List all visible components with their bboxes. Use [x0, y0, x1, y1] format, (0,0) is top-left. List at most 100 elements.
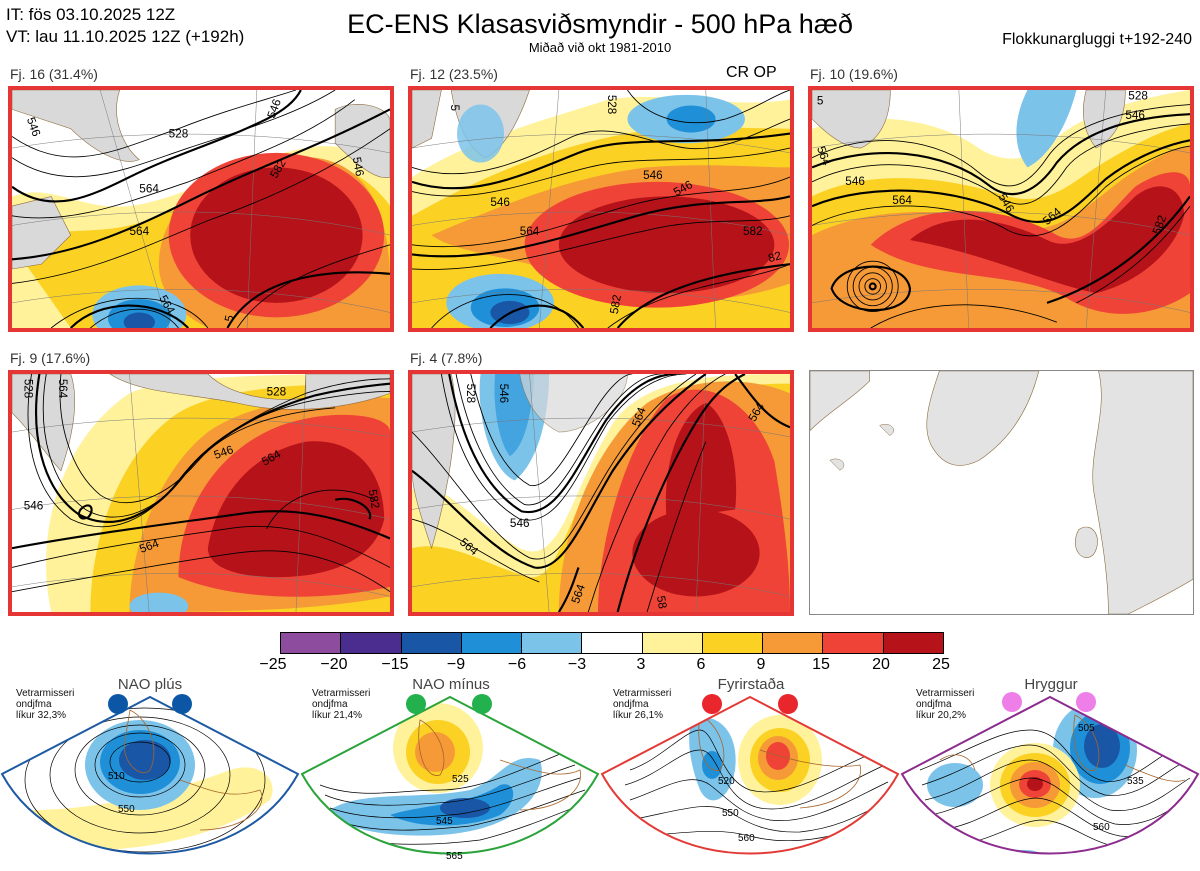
colorbar-tick: 9 [756, 656, 766, 673]
regime-4-meta-line: líkur 20,2% [916, 710, 967, 721]
colorbar-segment [581, 633, 642, 653]
panel3-contour-label: 582 [1150, 214, 1169, 237]
regime-3-meta-line: Vetrarmisseri [613, 688, 672, 699]
cluster-map-3[interactable]: 546 546 564 546 564 582 528 5 564 [808, 86, 1194, 332]
colorbar-tick: 6 [696, 656, 706, 673]
panel4-contour-label: 546 [212, 443, 235, 462]
valid-time: VT: lau 11.10.2025 12Z (+192h) [6, 27, 245, 46]
regime-2-meta-line: ondjfma [312, 699, 348, 710]
panel1-contour-label: 546 [265, 97, 284, 120]
regime-1-meta: Vetrarmisseri ondjfma líkur 32,3% [16, 688, 74, 721]
panel3-contour-label: 528 [1128, 90, 1148, 103]
cluster-map-2[interactable]: 546 546 546 564 582 582 528 5 82 [408, 86, 794, 332]
header-times: IT: fös 03.10.2025 12Z VT: lau 11.10.202… [6, 4, 244, 48]
regime-2-meta-line: líkur 21,4% [312, 710, 363, 721]
panel5-contour-label: 564 [630, 405, 649, 428]
colorbar-tick: −20 [320, 656, 348, 673]
colorbar-segment [281, 633, 341, 653]
regime-2-title: NAO mínus [412, 676, 490, 693]
panel1-contour-label: 5 [222, 314, 236, 323]
base-map-empty[interactable] [809, 370, 1194, 615]
regime-1-meta-line: ondjfma [16, 699, 52, 710]
panel2-contour-label: 528 [605, 95, 618, 114]
cluster-window: Flokkunargluggi t+192-240 [1002, 31, 1192, 48]
regime-4-map[interactable]: 505 535 560 [900, 690, 1200, 871]
colorbar-tick: 25 [932, 656, 950, 673]
panel3-contour-label: 564 [892, 194, 912, 207]
regime-4-contour-label: 505 [1078, 723, 1095, 734]
regime-1-title: NAO plús [117, 676, 183, 693]
panel4-contour-label: 528 [22, 379, 35, 398]
panel5-contour-label: 546 [497, 384, 510, 403]
cluster-2-label: Fj. 12 (23.5%) [410, 66, 498, 82]
panel2-contour-label: 546 [643, 169, 663, 182]
panel3-contour-label: 546 [1125, 109, 1145, 122]
regime-3-contour-label: 560 [738, 833, 755, 844]
panel2-contour-label: 5 [448, 105, 461, 111]
regime-3-meta-line: ondjfma [613, 699, 649, 710]
regime-2-contour-label: 525 [452, 774, 469, 785]
colorbar-segment [460, 633, 522, 653]
panel2-contour-label: 82 [767, 249, 783, 265]
panel5-contour-label: 528 [464, 384, 477, 403]
cluster-1-label: Fj. 16 (31.4%) [10, 66, 98, 82]
panel1-contour-label: 546 [350, 156, 366, 177]
cluster-map-4[interactable]: 528 546 564 546 564 582 564 528 [8, 370, 394, 616]
regime-2-dot [472, 694, 492, 714]
panel2-contour-label: 582 [608, 294, 624, 315]
colorbar-tick: −15 [381, 656, 409, 673]
colorbar-segment [641, 633, 702, 653]
regime-1-map[interactable]: 510 550 [0, 690, 300, 871]
colorbar [280, 632, 944, 654]
regime-4-title: Hryggur [1024, 676, 1078, 693]
panel3-contour-label: 564 [814, 145, 833, 168]
panel2-contour-label: 564 [520, 225, 540, 238]
colorbar-tick: −25 [259, 656, 287, 673]
regime-3-contour-label: 520 [718, 776, 735, 787]
regime-1-meta-line: Vetrarmisseri [16, 688, 75, 699]
panel3-contour-label: 546 [845, 175, 865, 188]
regime-3-dot [778, 694, 798, 714]
panel3-contour-label: 5 [817, 95, 824, 108]
cluster-map-1[interactable]: 528 546 564 582 546 564 564 546 5 [8, 86, 394, 332]
cluster-2-op-tag: CR OP [726, 64, 777, 81]
panel4-contour-label: 564 [56, 379, 69, 399]
regime-4-contour-label: 560 [1093, 822, 1110, 833]
regime-3-map[interactable]: 520 550 560 [600, 690, 900, 871]
colorbar-tick: −9 [446, 656, 466, 673]
panel2-contour-label: 546 [490, 196, 510, 209]
regime-4-dot [1076, 692, 1096, 712]
regime-2-meta-line: Vetrarmisseri [312, 688, 371, 699]
panel5-contour-label: 546 [510, 517, 530, 530]
regime-2-dot [406, 694, 426, 714]
regime-2-contour-label: 565 [446, 851, 463, 862]
colorbar-segment [521, 633, 582, 653]
cluster-3-label: Fj. 10 (19.6%) [810, 66, 898, 82]
colorbar-tick: 3 [636, 656, 646, 673]
colorbar-tick: 15 [812, 656, 830, 673]
panel5-contour-label: 58 [654, 595, 669, 610]
regime-3-meta-line: líkur 26,1% [613, 710, 664, 721]
colorbar-tick: −3 [567, 656, 587, 673]
cluster-map-5[interactable]: 546 564 546 564 564 58 564 528 [408, 370, 794, 616]
regime-4-meta-line: ondjfma [916, 699, 952, 710]
regime-3-contour-label: 550 [722, 808, 739, 819]
cluster-4-label: Fj. 9 (17.6%) [10, 350, 91, 366]
cluster-5-label: Fj. 4 (7.8%) [410, 350, 483, 366]
panel4-contour-label: 582 [365, 488, 381, 509]
panel1-contour-label: 564 [130, 225, 150, 238]
page-title: EC-ENS Klasasviðsmyndir - 500 hPa hæð [347, 9, 853, 39]
colorbar-tick: −6 [507, 656, 527, 673]
init-time: IT: fös 03.10.2025 12Z [6, 5, 176, 24]
regime-1-contour-label: 550 [118, 804, 135, 815]
regime-1-contour-label: 510 [108, 771, 125, 782]
regime-4-contour-label: 535 [1127, 776, 1144, 787]
colorbar-segment [701, 633, 763, 653]
regime-2-map[interactable]: 525 545 565 [300, 690, 600, 871]
colorbar-segment [400, 633, 461, 653]
regime-4-meta-line: Vetrarmisseri [916, 688, 975, 699]
regime-3-dot [702, 694, 722, 714]
regime-1-meta-line: líkur 32,3% [16, 710, 67, 721]
regime-3-title: Fyrirstaða [717, 676, 785, 693]
colorbar-segment [822, 633, 883, 653]
